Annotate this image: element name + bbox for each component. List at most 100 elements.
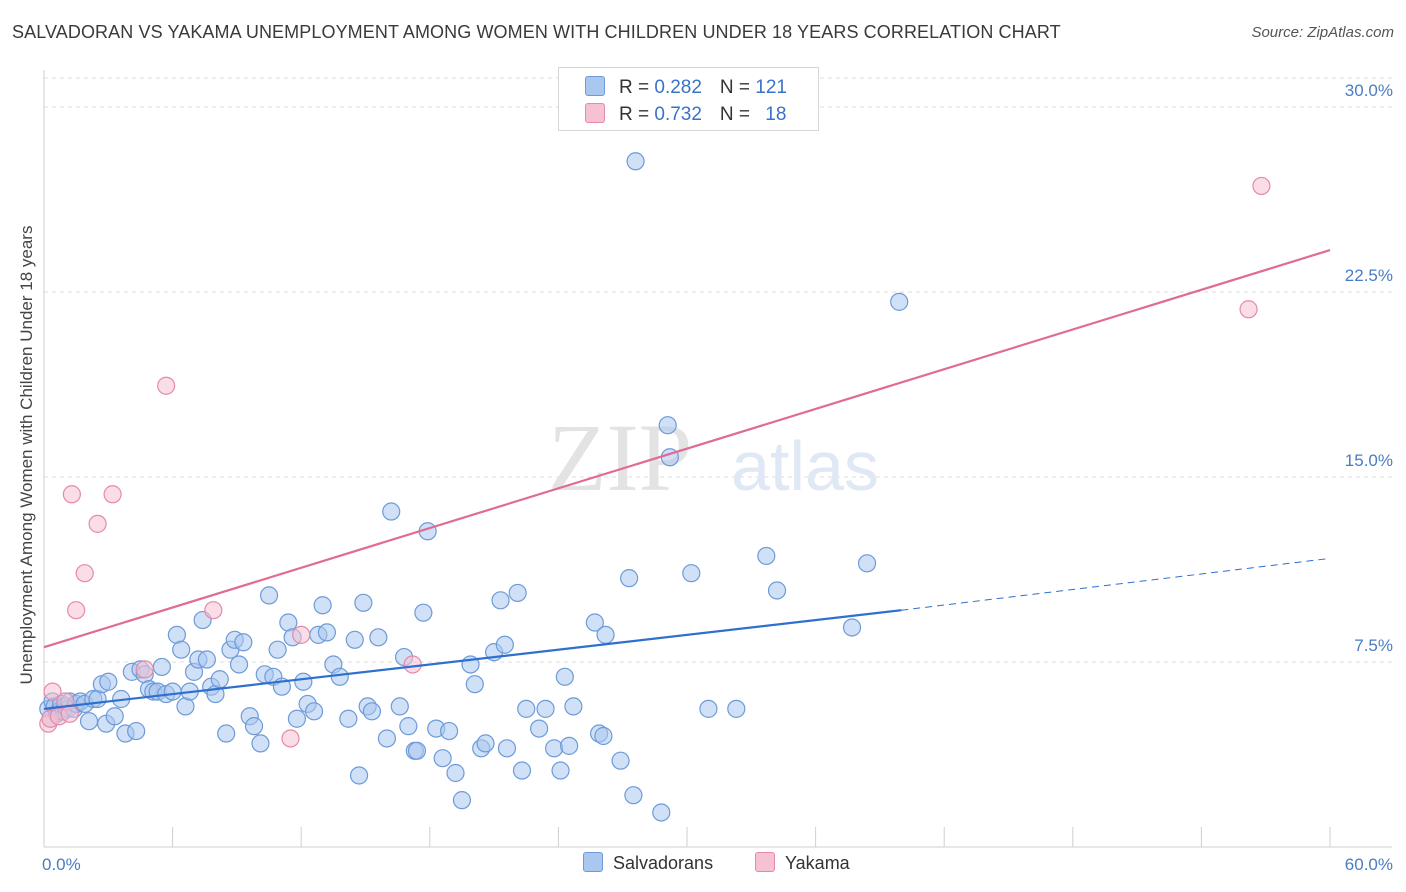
salvadorans-point	[624, 786, 643, 805]
legend-item-label: Yakama	[785, 853, 850, 873]
salvadorans-point	[530, 719, 549, 738]
salvadorans-point	[512, 761, 532, 780]
salvadorans-point	[172, 640, 191, 659]
salvadorans-point	[79, 712, 99, 731]
legend-r-value: 0.732	[654, 104, 702, 125]
y-tick-label: 15.0%	[1345, 451, 1393, 470]
salvadorans-point	[658, 416, 677, 435]
salvadorans-point	[259, 586, 279, 605]
salvadorans-point	[339, 709, 358, 728]
watermark-atlas: atlas	[731, 427, 879, 505]
yakama-point	[43, 682, 62, 701]
salvadorans-point	[727, 699, 746, 718]
salvadorans-point	[349, 766, 369, 785]
legend-swatch-blue	[583, 852, 603, 872]
legend-row-salvadorans: R = 0.282 N = 121	[585, 76, 787, 99]
yakama-point	[204, 601, 223, 620]
salvadorans-point	[294, 672, 313, 691]
salvadorans-point	[560, 736, 579, 755]
legend-n-value: 18	[765, 104, 787, 125]
yakama-point	[62, 485, 81, 504]
series-legend: Salvadorans Yakama	[0, 852, 1406, 876]
y-tick-label: 30.0%	[1345, 81, 1393, 100]
salvadorans-point	[210, 670, 229, 689]
legend-row-yakama: R = 0.732 N = 18	[585, 103, 786, 126]
salvadorans-point	[287, 709, 307, 728]
yakama-point	[67, 601, 86, 620]
salvadorans-point	[414, 603, 433, 622]
salvadorans-point	[99, 672, 118, 691]
salvadorans-point	[626, 152, 645, 171]
salvadorans-point	[369, 628, 388, 647]
yakama-point	[281, 729, 300, 748]
tick-labels: 7.5% 15.0% 22.5% 30.0% 0.0% 60.0%	[42, 81, 1393, 874]
salvadorans-point	[620, 569, 639, 588]
yakama-point	[1239, 300, 1258, 319]
salvadorans-point	[611, 751, 630, 770]
salvadorans-point	[163, 682, 182, 701]
salvadorans-point	[382, 502, 401, 521]
salvadorans-point	[890, 292, 909, 311]
salvadorans-point	[197, 650, 216, 669]
x-tick-label: 60.0%	[1345, 855, 1393, 874]
salvadorans-point	[217, 724, 236, 743]
yakama-point	[103, 485, 122, 504]
yakama-point	[60, 704, 79, 723]
salvadorans-points	[39, 152, 909, 822]
yakama-points	[39, 176, 1271, 748]
salvadorans-point	[517, 699, 536, 718]
legend-swatch-pink	[755, 852, 775, 872]
salvadorans-point	[105, 707, 124, 726]
yakama-point	[75, 564, 94, 583]
salvadorans-point	[268, 640, 287, 659]
salvadorans-trend-extension	[901, 557, 1331, 611]
salvadorans-point	[399, 717, 418, 736]
salvadorans-point	[313, 596, 332, 615]
salvadorans-point	[229, 655, 249, 674]
salvadorans-point	[452, 791, 472, 810]
salvadorans-point	[152, 657, 171, 677]
legend-swatch-blue	[585, 76, 605, 96]
salvadorans-point	[767, 581, 787, 600]
legend-swatch-pink	[585, 103, 605, 123]
yakama-point	[157, 376, 176, 395]
salvadorans-point	[596, 625, 615, 644]
salvadorans-point	[495, 635, 514, 654]
legend-item-yakama[interactable]: Yakama	[755, 852, 850, 874]
watermark: ZIP atlas	[548, 404, 879, 511]
yakama-point	[292, 625, 311, 644]
legend-r-label: R =	[619, 104, 655, 125]
legend-r-value: 0.282	[654, 77, 702, 98]
legend-item-salvadorans[interactable]: Salvadorans	[583, 852, 713, 874]
salvadorans-point	[652, 803, 671, 822]
yakama-point	[403, 655, 422, 674]
salvadorans-point	[594, 726, 613, 746]
salvadorans-point	[465, 675, 484, 694]
salvadorans-point	[362, 702, 382, 721]
salvadorans-point	[244, 717, 264, 736]
salvadorans-point	[439, 721, 459, 741]
yakama-point	[135, 660, 154, 679]
legend-item-label: Salvadorans	[613, 853, 714, 873]
salvadorans-point	[127, 721, 146, 741]
y-tick-label: 7.5%	[1354, 636, 1393, 655]
legend-r-label: R =	[619, 77, 655, 98]
salvadorans-point	[345, 630, 364, 649]
legend-n-label: N =	[719, 77, 756, 98]
salvadorans-point	[390, 697, 409, 716]
x-tick-label: 0.0%	[42, 855, 81, 874]
y-tick-label: 22.5%	[1345, 266, 1393, 285]
grid-lines	[44, 77, 1392, 663]
salvadorans-point	[251, 734, 270, 753]
salvadorans-point	[433, 749, 452, 768]
salvadorans-point	[330, 667, 349, 686]
salvadorans-point	[564, 697, 583, 716]
salvadorans-point	[757, 546, 776, 566]
correlation-legend: R = 0.282 N = 121 R = 0.732 N = 18	[558, 67, 819, 131]
salvadorans-point	[545, 739, 564, 758]
salvadorans-point	[857, 554, 877, 573]
salvadorans-point	[585, 613, 604, 632]
salvadorans-point	[407, 741, 427, 760]
salvadorans-point	[476, 734, 495, 753]
